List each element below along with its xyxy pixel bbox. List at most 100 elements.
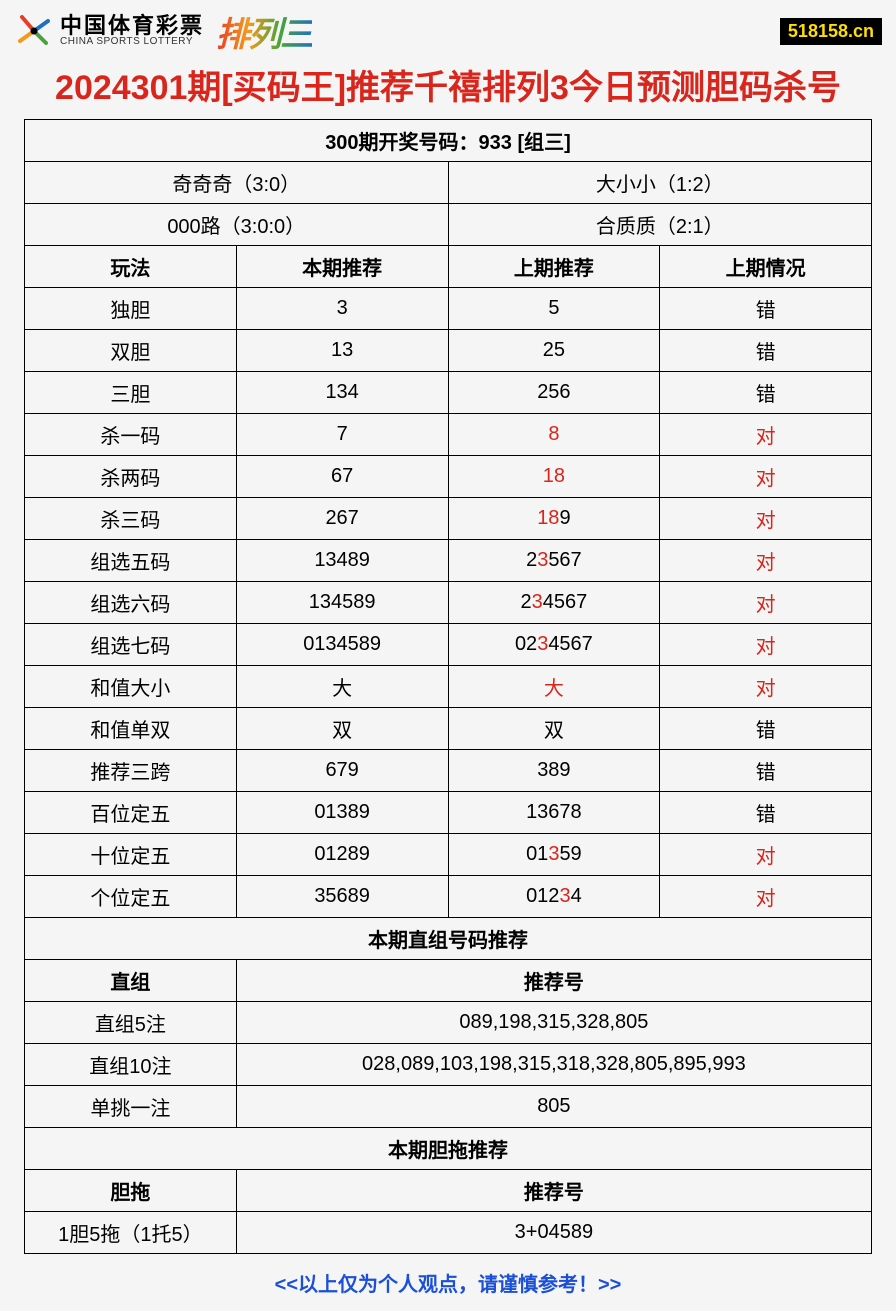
prediction-table: 300期开奖号码：933 [组三] 奇奇奇（3:0） 大小小（1:2） 000路… — [24, 119, 872, 1254]
table-row: 独胆 3 5 错 — [25, 288, 872, 330]
main-table-wrap: 300期开奖号码：933 [组三] 奇奇奇（3:0） 大小小（1:2） 000路… — [0, 119, 896, 1254]
row-prev: 25 — [448, 330, 660, 372]
logo-text: 中国体育彩票 CHINA SPORTS LOTTERY — [60, 14, 204, 48]
info-left-0: 奇奇奇（3:0） — [25, 162, 449, 204]
table-row: 个位定五 35689 01234 对 — [25, 876, 872, 918]
dantuo-row: 1胆5拖（1托5） 3+04589 — [25, 1212, 872, 1254]
row-name: 十位定五 — [25, 834, 237, 876]
zhizu-row: 直组5注 089,198,315,328,805 — [25, 1002, 872, 1044]
table-row: 组选七码 0134589 0234567 对 — [25, 624, 872, 666]
row-current: 双 — [236, 708, 448, 750]
row-name: 组选七码 — [25, 624, 237, 666]
table-row: 和值大小 大 大 对 — [25, 666, 872, 708]
row-name: 百位定五 — [25, 792, 237, 834]
dantuo-col-right: 推荐号 — [236, 1170, 871, 1212]
row-current: 134589 — [236, 582, 448, 624]
row-current: 3 — [236, 288, 448, 330]
row-status: 对 — [660, 582, 872, 624]
zhizu-value: 805 — [236, 1086, 871, 1128]
row-status: 对 — [660, 834, 872, 876]
row-prev: 01359 — [448, 834, 660, 876]
row-status: 错 — [660, 372, 872, 414]
row-name: 杀一码 — [25, 414, 237, 456]
row-prev: 189 — [448, 498, 660, 540]
row-name: 推荐三跨 — [25, 750, 237, 792]
row-name: 和值大小 — [25, 666, 237, 708]
row-status: 对 — [660, 876, 872, 918]
row-name: 组选六码 — [25, 582, 237, 624]
info-left-1: 000路（3:0:0） — [25, 204, 449, 246]
row-current: 679 — [236, 750, 448, 792]
row-prev: 13678 — [448, 792, 660, 834]
result-header: 300期开奖号码：933 [组三] — [25, 120, 872, 162]
row-prev: 23567 — [448, 540, 660, 582]
row-status: 对 — [660, 540, 872, 582]
zhizu-row: 直组10注 028,089,103,198,315,318,328,805,89… — [25, 1044, 872, 1086]
header-bar: 中国体育彩票 CHINA SPORTS LOTTERY 排列三 518158.c… — [0, 0, 896, 58]
row-name: 个位定五 — [25, 876, 237, 918]
dantuo-label: 1胆5拖（1托5） — [25, 1212, 237, 1254]
zhizu-header: 本期直组号码推荐 — [25, 918, 872, 960]
logo-group: 中国体育彩票 CHINA SPORTS LOTTERY 排列三 — [14, 7, 312, 56]
table-row: 杀三码 267 189 对 — [25, 498, 872, 540]
row-status: 错 — [660, 708, 872, 750]
zhizu-row: 单挑一注 805 — [25, 1086, 872, 1128]
row-prev: 256 — [448, 372, 660, 414]
row-status: 对 — [660, 666, 872, 708]
site-badge: 518158.cn — [780, 18, 882, 45]
row-prev: 18 — [448, 456, 660, 498]
row-status: 对 — [660, 498, 872, 540]
row-status: 错 — [660, 750, 872, 792]
table-row: 和值单双 双 双 错 — [25, 708, 872, 750]
table-row: 杀一码 7 8 对 — [25, 414, 872, 456]
zhizu-label: 单挑一注 — [25, 1086, 237, 1128]
row-name: 独胆 — [25, 288, 237, 330]
logo-cn: 中国体育彩票 — [60, 14, 204, 37]
row-prev: 389 — [448, 750, 660, 792]
info-right-1: 合质质（2:1） — [448, 204, 872, 246]
row-status: 错 — [660, 288, 872, 330]
col-header-2: 上期推荐 — [448, 246, 660, 288]
zhizu-col-right: 推荐号 — [236, 960, 871, 1002]
table-row: 组选五码 13489 23567 对 — [25, 540, 872, 582]
dantuo-value: 3+04589 — [236, 1212, 871, 1254]
zhizu-value: 028,089,103,198,315,318,328,805,895,993 — [236, 1044, 871, 1086]
zhizu-value: 089,198,315,328,805 — [236, 1002, 871, 1044]
row-current: 7 — [236, 414, 448, 456]
row-prev: 234567 — [448, 582, 660, 624]
row-current: 01289 — [236, 834, 448, 876]
row-prev: 大 — [448, 666, 660, 708]
row-current: 01389 — [236, 792, 448, 834]
row-status: 错 — [660, 792, 872, 834]
row-name: 组选五码 — [25, 540, 237, 582]
row-prev: 01234 — [448, 876, 660, 918]
dantuo-col-left: 胆拖 — [25, 1170, 237, 1212]
row-current: 13489 — [236, 540, 448, 582]
zhizu-label: 直组5注 — [25, 1002, 237, 1044]
lottery-logo-icon — [14, 11, 54, 51]
row-name: 三胆 — [25, 372, 237, 414]
pailie-logo: 排列三 — [216, 7, 312, 56]
row-prev: 0234567 — [448, 624, 660, 666]
info-right-0: 大小小（1:2） — [448, 162, 872, 204]
table-row: 双胆 13 25 错 — [25, 330, 872, 372]
table-row: 杀两码 67 18 对 — [25, 456, 872, 498]
col-header-0: 玩法 — [25, 246, 237, 288]
footer-note: <<以上仅为个人观点，请谨慎参考！>> — [0, 1254, 896, 1311]
table-row: 十位定五 01289 01359 对 — [25, 834, 872, 876]
col-header-1: 本期推荐 — [236, 246, 448, 288]
row-name: 杀三码 — [25, 498, 237, 540]
row-current: 13 — [236, 330, 448, 372]
row-status: 对 — [660, 414, 872, 456]
table-row: 组选六码 134589 234567 对 — [25, 582, 872, 624]
row-status: 对 — [660, 456, 872, 498]
row-name: 双胆 — [25, 330, 237, 372]
table-row: 推荐三跨 679 389 错 — [25, 750, 872, 792]
zhizu-label: 直组10注 — [25, 1044, 237, 1086]
row-current: 134 — [236, 372, 448, 414]
table-row: 三胆 134 256 错 — [25, 372, 872, 414]
row-name: 杀两码 — [25, 456, 237, 498]
row-current: 0134589 — [236, 624, 448, 666]
row-current: 35689 — [236, 876, 448, 918]
dantuo-header: 本期胆拖推荐 — [25, 1128, 872, 1170]
